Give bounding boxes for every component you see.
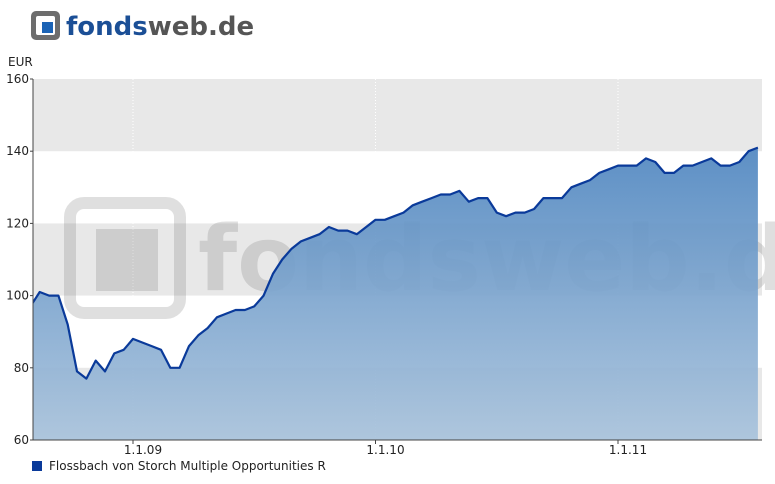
- legend-swatch: [32, 461, 42, 471]
- logo: fondsweb.de: [31, 11, 254, 42]
- y-tick-label: 100: [6, 289, 29, 303]
- y-tick-label: 140: [6, 144, 29, 158]
- area: [33, 147, 758, 440]
- x-tick-label: 1.1.09: [124, 443, 162, 457]
- y-tick-label: 80: [14, 361, 29, 375]
- y-tick-label: 160: [6, 72, 29, 86]
- grid-band: [33, 79, 762, 152]
- y-tick-label: 120: [6, 216, 29, 230]
- svg-text:fondsweb.de: fondsweb.de: [66, 12, 254, 42]
- x-tick-label: 1.1.10: [366, 443, 404, 457]
- y-tick-label: 60: [14, 433, 29, 447]
- line: [33, 146, 759, 380]
- x-tick-label: 1.1.11: [609, 443, 647, 457]
- legend-label: Flossbach von Storch Multiple Opportunit…: [49, 459, 326, 473]
- logo-text: web.de: [148, 12, 254, 42]
- y-axis-label: EUR: [8, 55, 33, 69]
- logo-text: fonds: [66, 12, 148, 42]
